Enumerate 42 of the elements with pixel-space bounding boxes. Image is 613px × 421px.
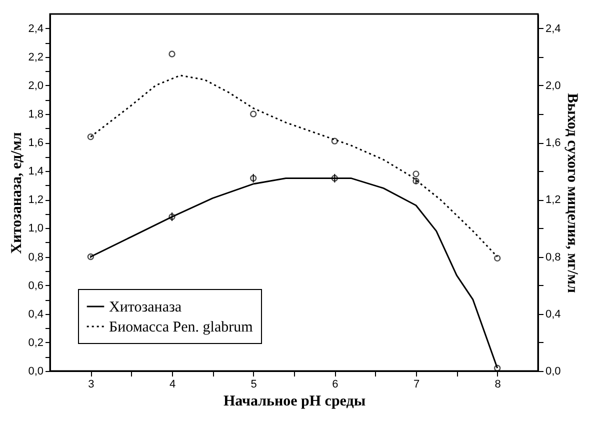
- y2-tick-label: 1,6: [546, 137, 561, 150]
- y-axis-title: Хитозаназа, ед/мл: [9, 132, 26, 254]
- line-series: [90, 74, 498, 258]
- y2-tick-label: 2,4: [546, 22, 561, 35]
- point: [87, 133, 94, 140]
- x-tick-label: 6: [332, 378, 338, 390]
- y-tick-label: 1,4: [28, 166, 44, 178]
- point: [250, 174, 257, 182]
- x-tick-label: 8: [494, 378, 501, 390]
- x-tick-label: 7: [413, 378, 420, 390]
- y-tick-label: 1,2: [28, 194, 44, 206]
- y-tick-label: 1,6: [28, 137, 44, 150]
- legend-label: Биомасса Pen. glabrum: [109, 320, 254, 336]
- y2-tick-label: 0,8: [546, 251, 561, 264]
- y2-axis-title: Выход сухого мицелия, мг/мл: [564, 93, 580, 294]
- y-tick-label: 0,4: [28, 308, 44, 320]
- y-tick-label: 0,2: [28, 336, 44, 349]
- point: [168, 50, 176, 58]
- point: [494, 254, 501, 262]
- x-tick-label: 4: [169, 378, 176, 390]
- y-tick-label: 2,2: [28, 51, 44, 64]
- y2-tick-label: 2,0: [546, 80, 561, 92]
- y-tick-label: 1,0: [28, 222, 44, 235]
- x-tick-label: 3: [88, 378, 94, 390]
- x-axis-title: Начальное pH среды: [223, 394, 366, 410]
- point: [331, 174, 338, 182]
- y2-tick-label: 0,0: [546, 366, 561, 378]
- y2-tick-label: 0,4: [546, 308, 561, 320]
- point: [168, 213, 176, 220]
- y-tick-label: 2,4: [28, 22, 44, 35]
- x-tick-label: 5: [250, 378, 257, 390]
- point: [331, 138, 338, 144]
- point: [412, 178, 420, 184]
- point: [250, 110, 257, 118]
- legend-label: Хитозаназа: [109, 300, 182, 316]
- y-tick-label: 2,0: [28, 80, 44, 92]
- y-tick-label: 0,8: [28, 251, 44, 264]
- y-tick-label: 0,0: [28, 366, 44, 378]
- y-tick-label: 1,8: [28, 108, 44, 120]
- y2-tick-label: 1,2: [546, 194, 561, 206]
- y-tick-label: 0,6: [28, 280, 44, 292]
- point: [412, 170, 420, 178]
